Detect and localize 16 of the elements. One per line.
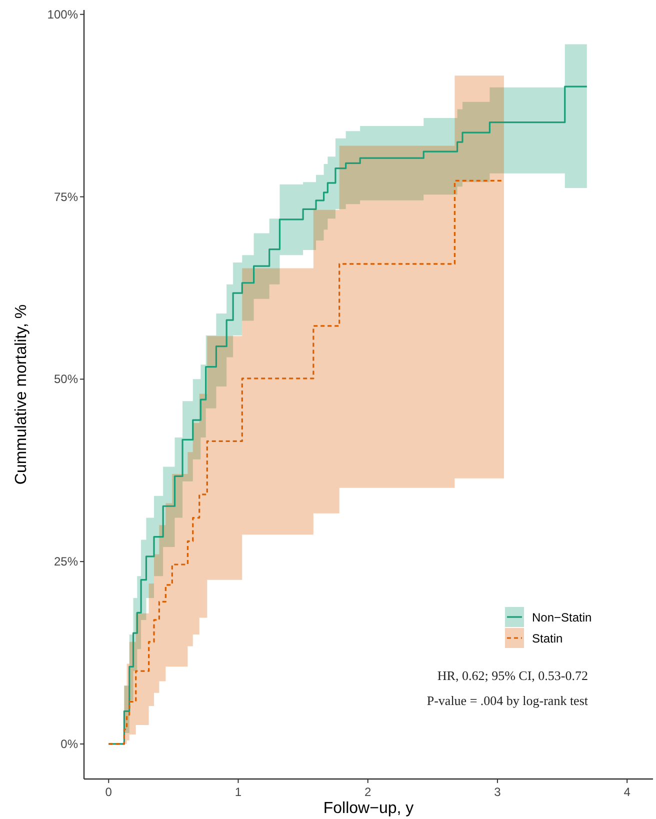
annotation: P-value = .004 by log-rank test	[426, 693, 588, 708]
x-tick-label: 4	[624, 785, 631, 799]
y-tick-label: 0%	[60, 736, 78, 751]
x-tick-label: 1	[234, 785, 242, 799]
y-axis-title: Cummulative mortality, %	[13, 304, 30, 485]
annotation: HR, 0.62; 95% CI, 0.53-0.72	[437, 668, 588, 683]
y-tick-label: 25%	[54, 554, 78, 569]
x-tick-label: 2	[364, 785, 372, 799]
legend-label: Non−Statin	[532, 610, 592, 624]
y-tick-label: 75%	[54, 190, 78, 204]
legend-label: Statin	[532, 632, 563, 646]
x-tick-label: 3	[494, 785, 502, 799]
x-tick-label: 0	[105, 785, 112, 799]
y-tick-label: 100%	[47, 7, 78, 22]
y-tick-label: 50%	[54, 372, 78, 386]
x-axis-title: Follow−up, y	[323, 800, 414, 817]
